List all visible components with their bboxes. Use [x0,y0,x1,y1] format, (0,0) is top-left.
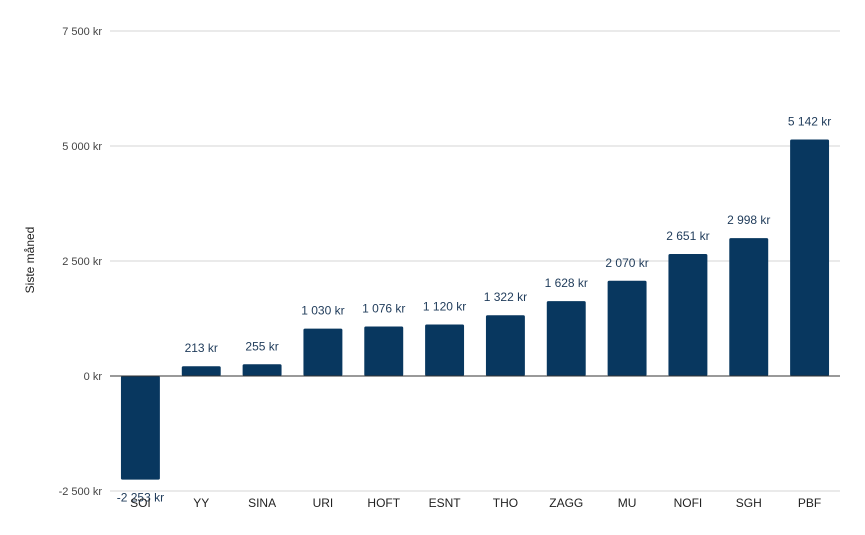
bar [425,324,465,376]
data-label: 2 998 kr [727,213,770,227]
x-category-label: THO [493,496,518,510]
data-label: 1 322 kr [484,290,527,304]
y-tick-label: 5 000 kr [62,141,102,153]
bar [181,366,221,376]
data-label: 1 628 kr [545,276,588,290]
bar [303,328,343,376]
bar [668,254,708,376]
y-tick-label: -2 500 kr [59,486,103,498]
x-category-label: NOFI [674,496,703,510]
x-category-label: PBF [798,496,821,510]
bar [546,301,586,376]
bar [790,139,830,376]
data-label: 2 651 kr [666,229,709,243]
y-axis-title: Siste måned [23,227,37,294]
y-tick-label: 0 kr [84,371,103,383]
x-category-label: SINA [248,496,276,510]
data-label: -2 253 kr [117,491,164,505]
data-label: 1 120 kr [423,299,466,313]
data-label: 2 070 kr [605,256,648,270]
bar [729,238,769,376]
x-category-label: ZAGG [549,496,583,510]
bar [242,364,282,376]
data-label: 5 142 kr [788,114,831,128]
x-category-label: YY [193,496,209,510]
x-category-label: SOI [130,496,151,510]
bar [607,280,647,376]
x-category-label: MU [618,496,637,510]
data-labels: -2 253 kr 213 kr 255 kr 1 030 kr 1 076 kr 1 1… [117,114,832,504]
bar [485,315,525,376]
bar [364,326,404,376]
bars [120,139,830,480]
y-tick-label: 2 500 kr [62,256,102,268]
data-label: 1 076 kr [362,302,405,316]
x-axis-labels: SOI YY SINA URI HOFT ESNT THO ZAGG MU NOFI SGH PBF [130,496,821,510]
x-category-label: URI [313,496,334,510]
y-axis-ticks: -2 500 kr 0 kr 2 500 kr 5 000 kr 7 500 kr [59,26,103,498]
data-label: 255 kr [245,339,278,353]
x-category-label: HOFT [367,496,400,510]
x-category-label: ESNT [429,496,462,510]
data-label: 1 030 kr [301,304,344,318]
y-tick-label: 7 500 kr [62,26,102,38]
x-category-label: SGH [736,496,762,510]
bar [120,376,160,480]
data-label: 213 kr [185,341,218,355]
gridlines [110,30,840,492]
